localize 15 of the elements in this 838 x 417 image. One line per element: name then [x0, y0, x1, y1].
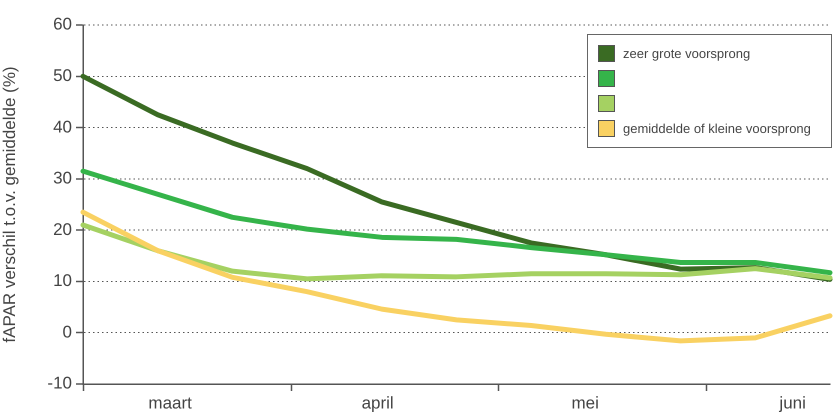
y-axis-title: fAPAR verschil t.o.v. gemiddelde (%) [0, 66, 19, 343]
text: maart [148, 394, 192, 413]
y-tick-label: 40 [53, 117, 72, 136]
y-tick-label: 30 [53, 168, 72, 188]
y-tick-label: 20 [53, 220, 72, 239]
legend-label: zeer grote voorsprong [623, 46, 752, 61]
text: april [362, 394, 394, 413]
y-tick-label: 10 [53, 271, 72, 290]
y-tick-label: -10 [47, 374, 72, 393]
text: mei [571, 394, 599, 413]
legend-label: gemiddelde of kleine voorsprong [623, 121, 812, 136]
text: juni [778, 394, 806, 413]
y-tick-label: 60 [53, 14, 72, 34]
y-tick-label: 0 [62, 322, 72, 342]
y-tick-label: 50 [53, 66, 72, 85]
